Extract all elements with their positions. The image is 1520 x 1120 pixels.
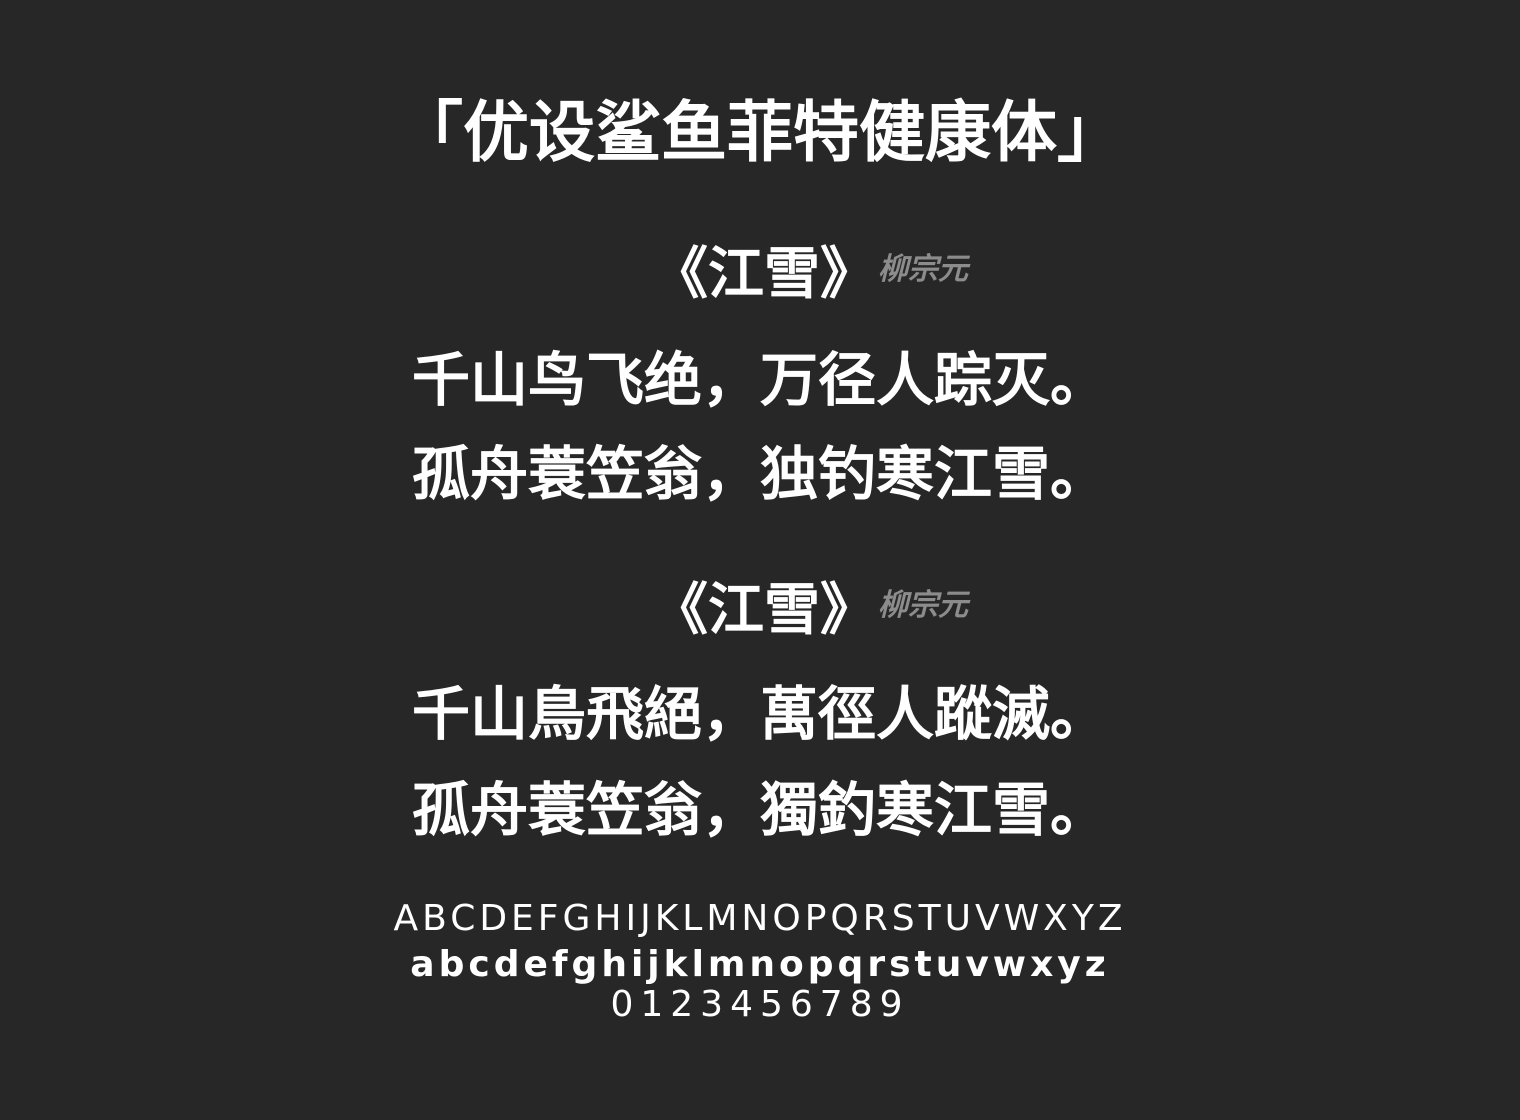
- poem-line: 孤舟蓑笠翁，独钓寒江雪。: [411, 440, 1108, 508]
- poem-title: 《江雪》: [652, 242, 876, 307]
- poem-line: 千山鸟飞绝，万径人踪灭。: [411, 346, 1108, 414]
- lowercase-alphabet: abcdefghijklmnopqrstuvwxyz: [410, 944, 1110, 985]
- digit-row: 0123456789: [610, 984, 910, 1025]
- poem-author: 柳宗元: [878, 252, 968, 287]
- poem-author: 柳宗元: [878, 588, 968, 623]
- font-name-title: 「优设鲨鱼菲特健康体」: [397, 94, 1123, 171]
- poem-title: 《江雪》: [652, 578, 876, 643]
- poem-line: 千山鳥飛絕，萬徑人蹤滅。: [411, 680, 1108, 748]
- uppercase-alphabet: ABCDEFGHIJKLMNOPQRSTUVWXYZ: [393, 898, 1127, 939]
- poem-line: 孤舟蓑笠翁，獨釣寒江雪。: [411, 776, 1108, 844]
